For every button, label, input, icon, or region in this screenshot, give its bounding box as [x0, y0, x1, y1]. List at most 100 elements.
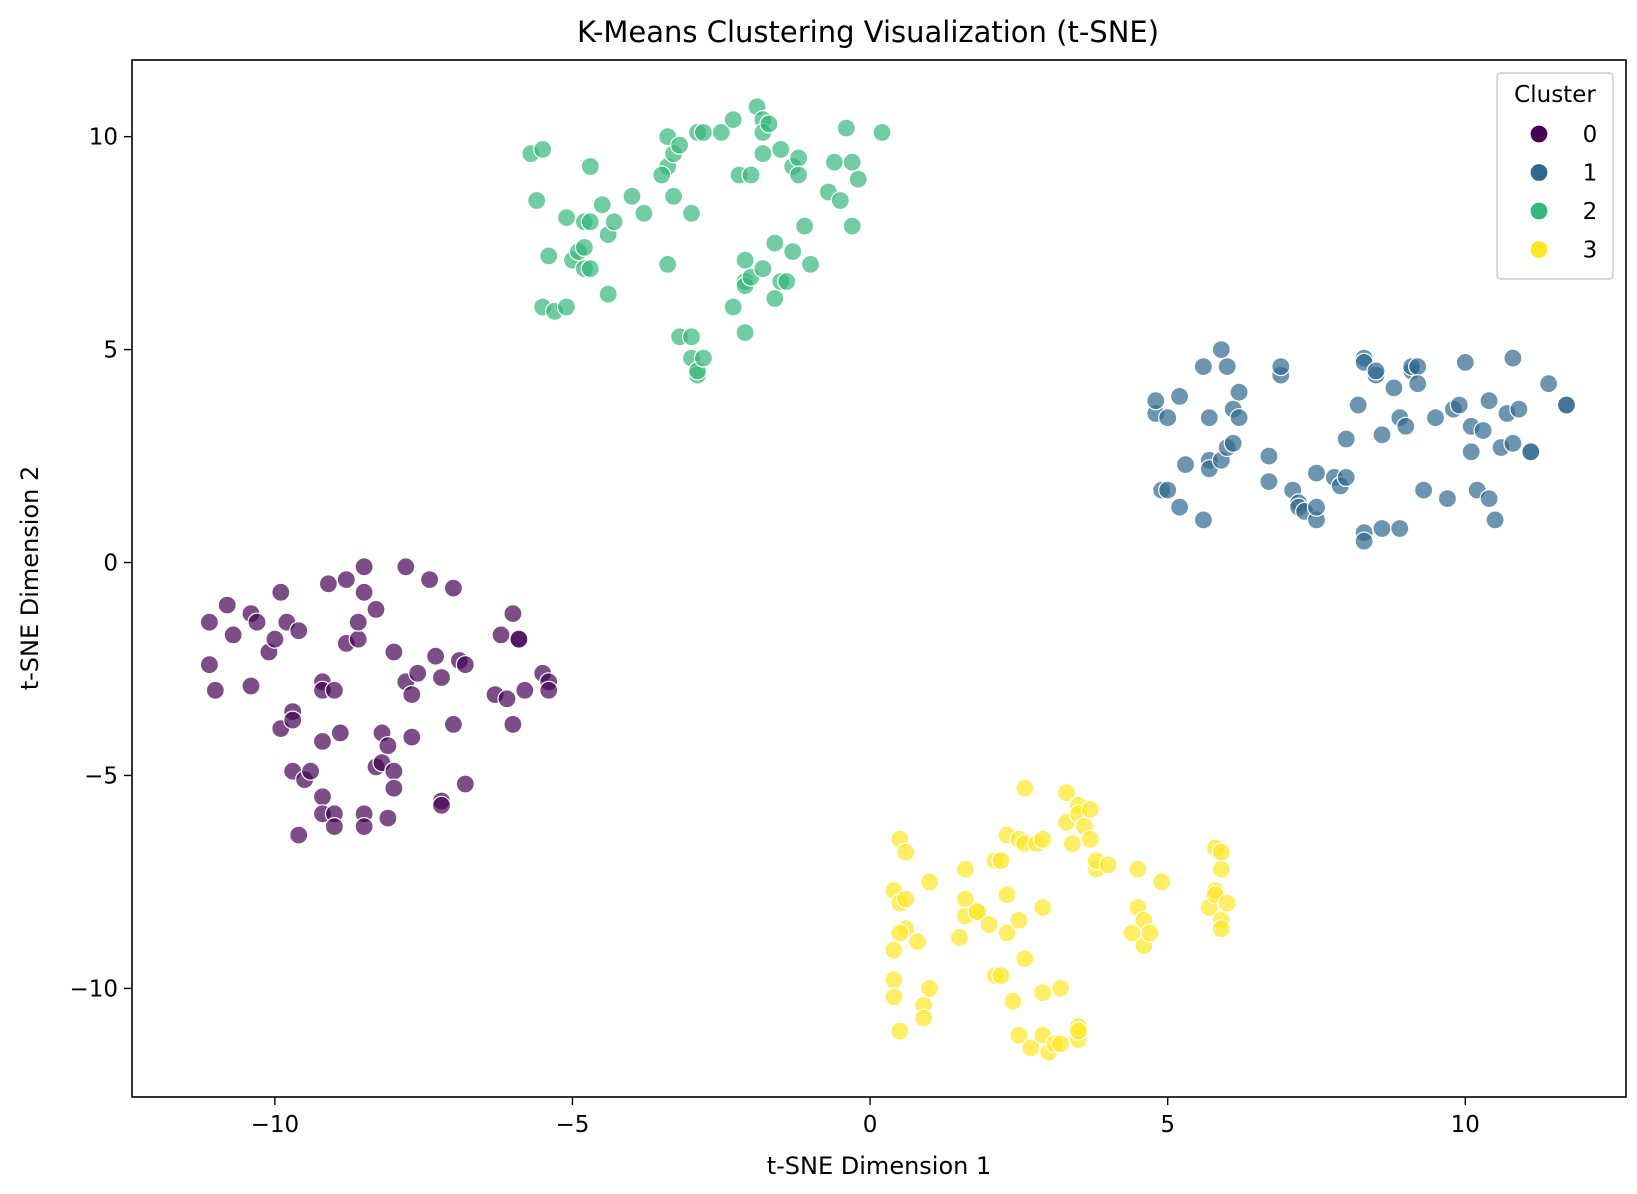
point-cluster-1: [1449, 395, 1469, 415]
point-cluster-0: [265, 629, 285, 649]
point-cluster-3: [913, 1008, 934, 1028]
point-cluster-0: [539, 680, 559, 700]
point-cluster-2: [580, 212, 600, 232]
point-cluster-1: [1485, 510, 1505, 530]
point-cluster-1: [1336, 467, 1356, 487]
legend-marker-3: [1529, 239, 1549, 260]
point-cluster-1: [1384, 378, 1404, 398]
point-cluster-1: [1390, 518, 1410, 539]
x-tick-label: −5: [556, 1112, 590, 1138]
point-cluster-2: [556, 208, 577, 228]
point-cluster-1: [1169, 386, 1190, 406]
point-cluster-2: [830, 190, 850, 211]
point-cluster-2: [759, 114, 779, 134]
point-cluster-2: [735, 250, 755, 270]
point-cluster-0: [420, 569, 440, 590]
point-cluster-2: [527, 190, 547, 211]
point-cluster-1: [1473, 420, 1493, 441]
point-cluster-2: [765, 288, 785, 309]
point-cluster-3: [884, 940, 904, 960]
point-cluster-1: [1503, 348, 1523, 368]
point-cluster-2: [693, 348, 714, 368]
point-cluster-2: [800, 254, 821, 274]
x-tick-label: −10: [251, 1112, 300, 1138]
point-cluster-2: [556, 297, 577, 317]
point-cluster-0: [336, 569, 356, 590]
point-cluster-2: [711, 122, 731, 142]
legend: Cluster 0 1 2 3: [1496, 72, 1614, 280]
point-cluster-1: [1193, 357, 1214, 377]
point-cluster-1: [1372, 518, 1392, 539]
point-cluster-0: [366, 599, 386, 620]
point-cluster-0: [497, 689, 517, 709]
point-cluster-1: [1169, 497, 1190, 517]
point-cluster-0: [455, 774, 475, 794]
point-cluster-2: [836, 118, 856, 138]
point-cluster-2: [681, 327, 702, 347]
y-tick-label: 5: [103, 338, 118, 364]
point-cluster-1: [1425, 408, 1446, 428]
point-cluster-0: [199, 612, 219, 632]
point-cluster-0: [247, 612, 267, 632]
point-cluster-3: [1033, 983, 1053, 1003]
point-cluster-2: [794, 216, 815, 236]
point-cluster-0: [431, 667, 452, 688]
legend-title: Cluster: [1514, 82, 1596, 108]
point-cluster-0: [324, 816, 344, 837]
point-cluster-0: [223, 625, 243, 645]
point-cluster-1: [1217, 357, 1237, 377]
legend-label-2: 2: [1583, 199, 1598, 225]
point-cluster-3: [949, 927, 970, 947]
point-cluster-3: [1080, 829, 1100, 849]
point-cluster-3: [884, 970, 904, 990]
point-cluster-0: [443, 578, 463, 598]
point-cluster-1: [1306, 497, 1327, 517]
point-cluster-0: [443, 714, 463, 735]
point-cluster-2: [788, 148, 809, 168]
legend-marker-1: [1529, 162, 1549, 183]
point-cluster-1: [1408, 374, 1428, 394]
point-cluster-3: [896, 889, 916, 909]
point-cluster-1: [1193, 510, 1214, 530]
point-cluster-3: [1080, 799, 1100, 820]
x-tick-label: 5: [1160, 1112, 1175, 1138]
point-cluster-1: [1437, 489, 1458, 509]
point-cluster-0: [348, 612, 368, 632]
point-cluster-3: [997, 923, 1017, 943]
point-cluster-0: [289, 621, 309, 641]
point-cluster-2: [753, 259, 773, 279]
point-cluster-2: [658, 254, 678, 274]
point-cluster-0: [384, 778, 404, 798]
point-cluster-2: [604, 212, 624, 232]
point-cluster-1: [1158, 480, 1178, 500]
point-cluster-2: [777, 271, 797, 292]
point-cluster-1: [1366, 361, 1386, 381]
plot-frame: [131, 59, 1627, 1098]
x-axis-label: t-SNE Dimension 1: [767, 1152, 992, 1180]
point-cluster-2: [533, 139, 553, 159]
point-cluster-1: [1503, 433, 1523, 453]
point-cluster-3: [890, 1021, 910, 1041]
point-cluster-1: [1175, 455, 1196, 475]
point-cluster-2: [592, 195, 612, 215]
point-cluster-0: [515, 680, 535, 700]
point-cluster-0: [330, 723, 350, 743]
point-cluster-0: [384, 761, 404, 781]
point-cluster-2: [788, 165, 809, 185]
point-cluster-1: [1229, 382, 1249, 402]
point-cluster-2: [771, 139, 791, 159]
point-cluster-2: [735, 323, 755, 343]
point-cluster-3: [890, 923, 910, 943]
point-cluster-0: [199, 655, 219, 675]
point-cluster-2: [765, 233, 785, 253]
point-cluster-2: [741, 165, 761, 185]
legend-items: 0 1 2 3: [1529, 122, 1598, 264]
y-tick-label: 10: [89, 125, 118, 151]
point-cluster-2: [580, 259, 600, 279]
point-cluster-2: [842, 152, 862, 172]
y-tick-label: −10: [69, 976, 118, 1002]
y-tick-label: 0: [103, 551, 118, 577]
point-cluster-2: [580, 156, 600, 177]
point-cluster-1: [1413, 480, 1434, 500]
